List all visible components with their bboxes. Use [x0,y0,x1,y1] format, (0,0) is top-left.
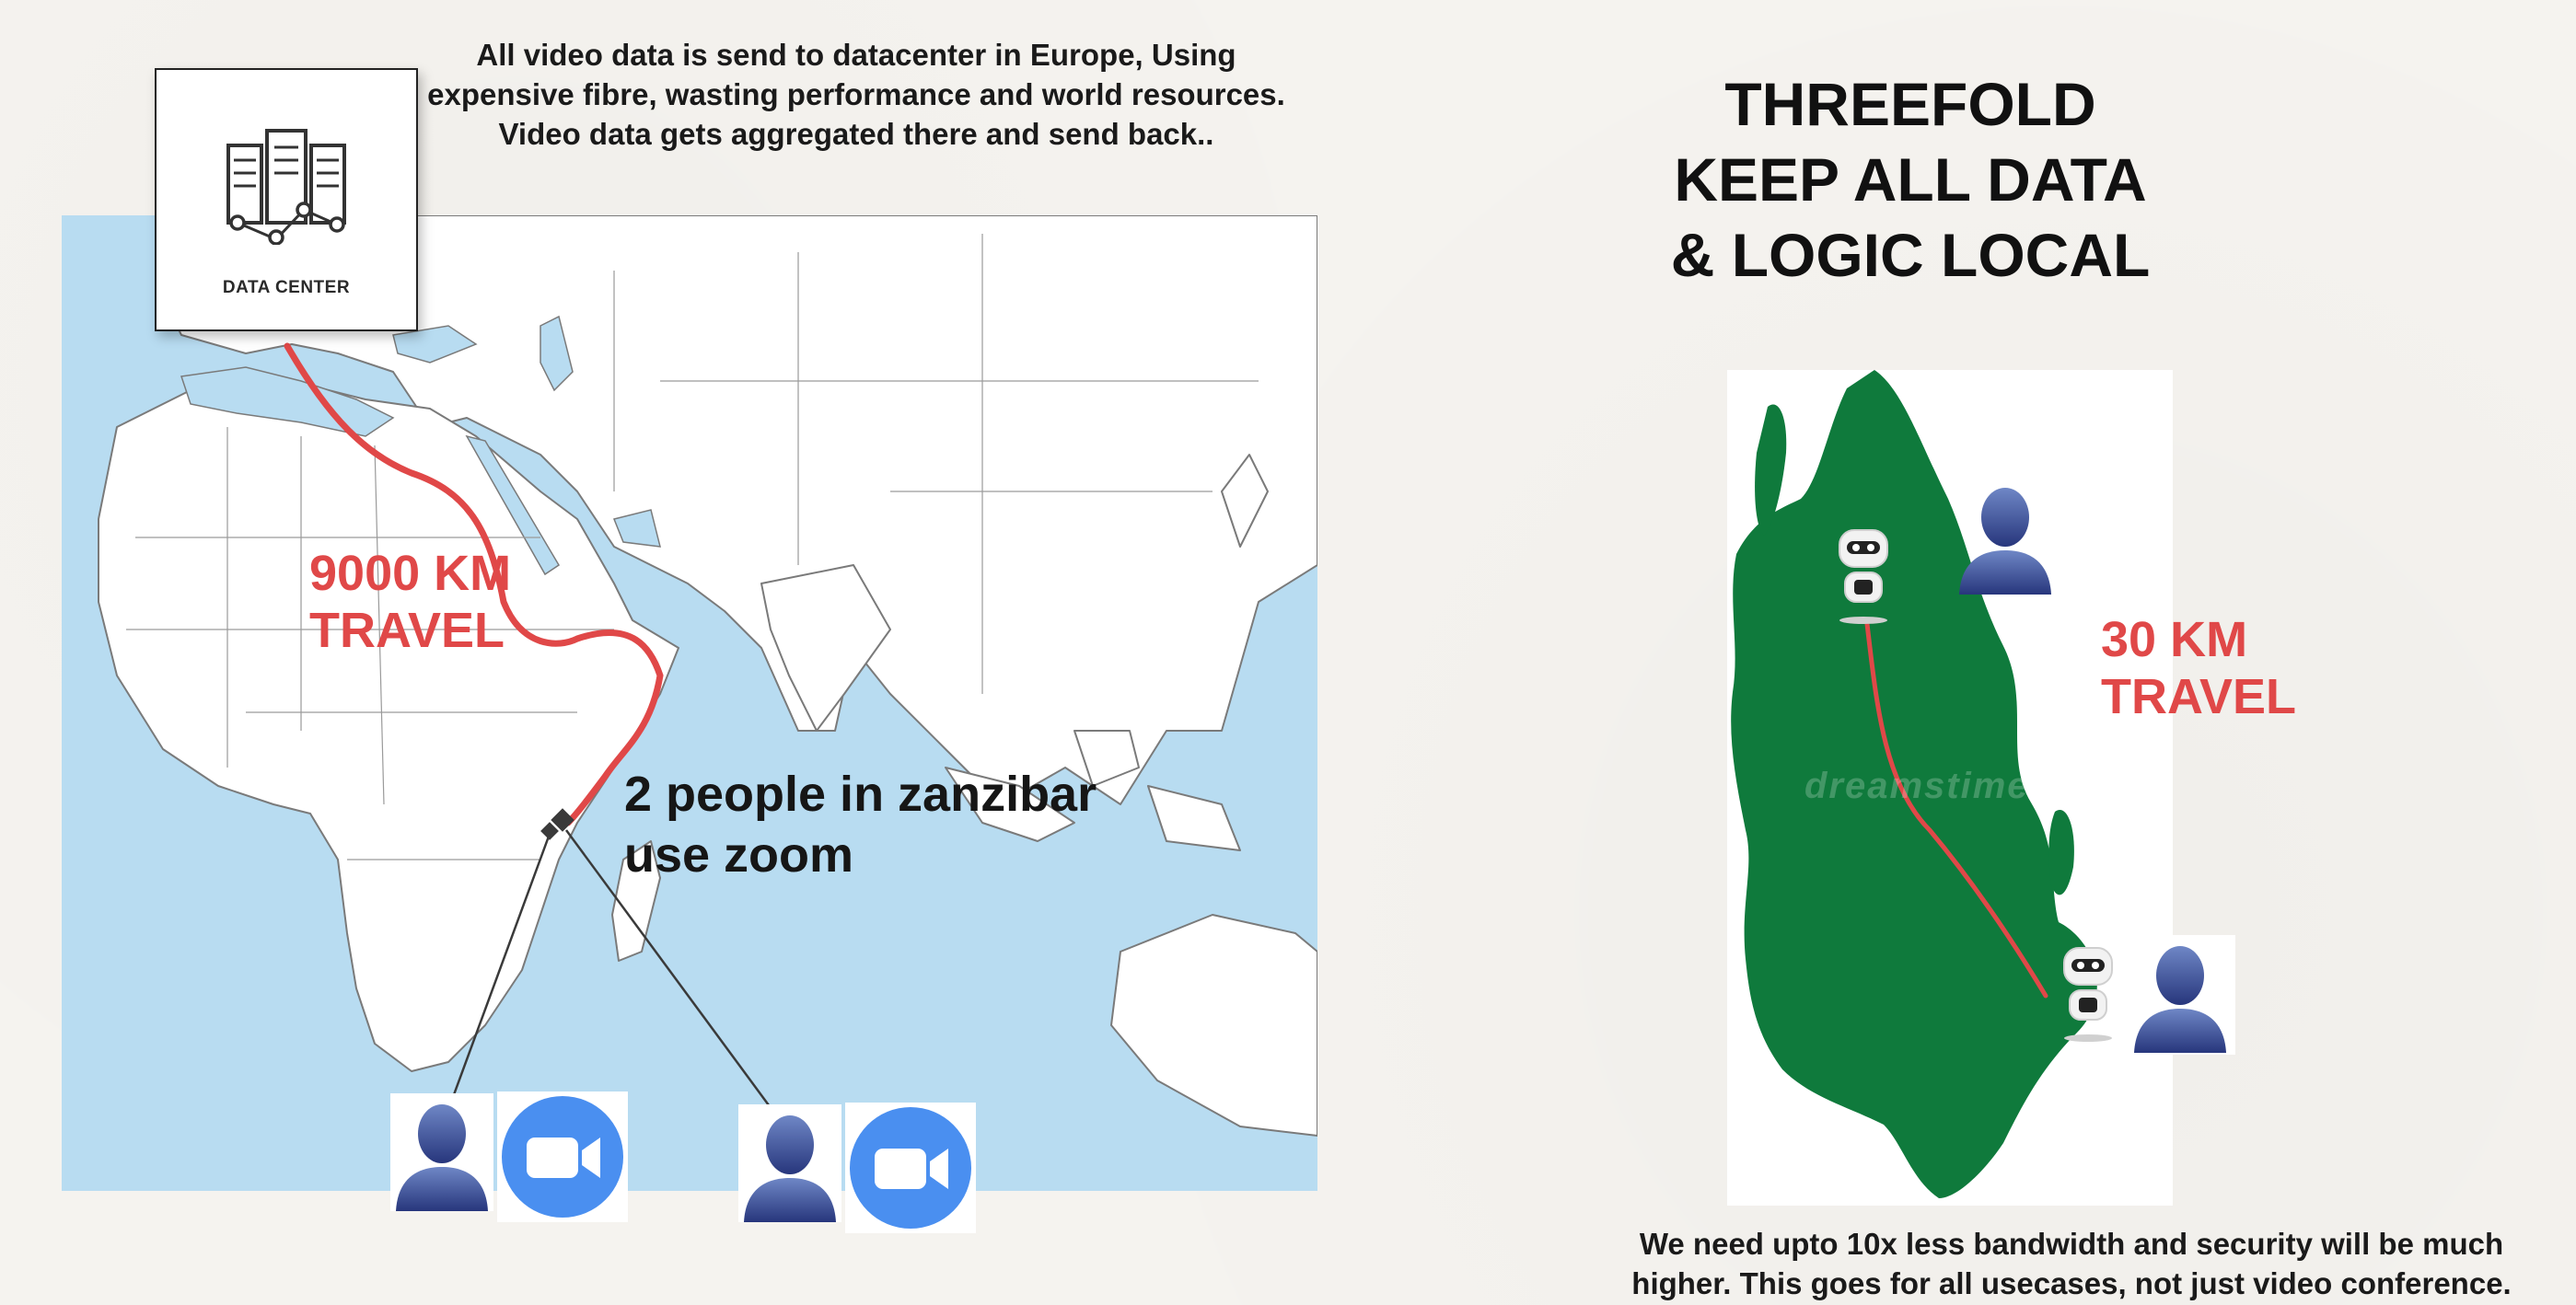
threefold-title: THREEFOLD KEEP ALL DATA & LOGIC LOCAL [1556,66,2265,293]
connector-line-user-2 [564,829,796,1141]
distance-label-9000km: 9000 KM TRAVEL [309,545,511,659]
bottom-caption-line-1: We need upto 10x less bandwidth and secu… [1639,1227,2504,1261]
robot-icon [1839,529,1888,624]
robot-node-north [1834,525,1893,628]
zanzibar-island [1731,370,2097,1198]
island-user-north [1954,477,2057,595]
server-icon [226,129,346,245]
title-line-2: KEEP ALL DATA [1674,145,2147,214]
australia-landmass [1110,914,1317,1137]
zoom-camera-icon [502,1096,623,1218]
caspian-sea [540,315,574,392]
zanzibar-island-panel [1727,370,2173,1206]
zanzibar-label: 2 people in zanzibar use zoom [624,764,1140,885]
bottom-caption-line-2: higher. This goes for all usecases, not … [1631,1266,2512,1300]
black-sea [392,325,478,364]
person-icon [2134,946,2226,1053]
top-caption-line-1: All video data is send to datacenter in … [476,38,1236,72]
distance-30-line-1: 30 KM [2101,612,2248,667]
top-caption: All video data is send to datacenter in … [396,35,1317,154]
user-2-zoom-tile [845,1103,976,1233]
zanzibar-line-2: use zoom [624,827,854,883]
title-line-3: & LOGIC LOCAL [1670,221,2151,289]
top-caption-line-2: expensive fibre, wasting performance and… [427,77,1285,111]
persian-gulf [612,509,661,548]
data-center-card: DATA CENTER [155,68,418,331]
data-center-label: DATA CENTER [222,278,351,297]
watermark: dreamstime [1804,766,2030,806]
user-1-avatar [390,1093,493,1211]
person-icon [396,1104,488,1211]
person-icon [744,1115,836,1222]
zoom-camera-icon [850,1107,971,1229]
eurasia-landmass [171,215,1317,805]
southeast-asia-islands [945,767,1075,842]
route-9000km [284,342,664,826]
person-icon [1959,488,2051,595]
user-1-zoom-tile [497,1091,628,1222]
route-30km [1864,621,2048,999]
title-line-1: THREEFOLD [1724,70,2096,138]
world-map-svg [98,215,1317,1146]
distance-label-30km: 30 KM TRAVEL [2101,611,2296,725]
zanzibar-marker [551,808,574,832]
robot-node-south [2059,942,2118,1045]
bottom-caption: We need upto 10x less bandwidth and secu… [1602,1224,2541,1303]
connector-line-user-1 [434,833,551,1146]
distance-9000-line-1: 9000 KM [309,546,512,601]
robot-icon [2063,947,2113,1042]
india-landmass [760,564,891,732]
red-sea [465,434,561,576]
top-caption-line-3: Video data gets aggregated there and sen… [498,117,1214,151]
distance-9000-line-2: TRAVEL [309,603,505,658]
island-user-south [2129,935,2235,1055]
zanzibar-island-map [1731,370,2097,1198]
world-map [62,215,1317,1191]
zanzibar-line-1: 2 people in zanzibar [624,767,1097,822]
distance-30-line-2: TRAVEL [2101,669,2296,724]
user-2-avatar [738,1104,841,1222]
madagascar [611,840,661,962]
